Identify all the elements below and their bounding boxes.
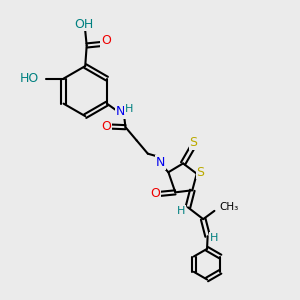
Text: HO: HO	[20, 72, 39, 85]
Text: N: N	[155, 156, 165, 169]
Text: S: S	[196, 166, 204, 179]
Text: H: H	[210, 233, 218, 243]
Text: OH: OH	[75, 18, 94, 31]
Text: H: H	[82, 19, 90, 29]
Text: N: N	[116, 105, 125, 118]
Text: O: O	[101, 34, 111, 47]
Text: O: O	[101, 120, 111, 133]
Text: CH₃: CH₃	[220, 202, 239, 212]
Text: S: S	[189, 136, 197, 149]
Text: H: H	[177, 206, 186, 216]
Text: O: O	[150, 187, 160, 200]
Text: H: H	[125, 103, 133, 114]
